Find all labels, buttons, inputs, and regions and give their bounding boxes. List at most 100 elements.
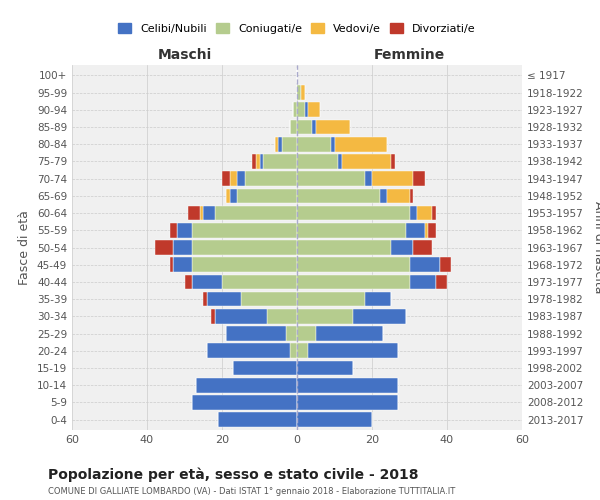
Bar (316, 326, 383, 341)
Bar (312, 120, 316, 134)
Bar (391, 154, 395, 168)
Bar (185, 274, 192, 289)
Bar (297, 120, 312, 134)
Bar (297, 292, 365, 306)
Bar (260, 154, 263, 168)
Bar (267, 309, 297, 324)
Bar (192, 258, 297, 272)
Y-axis label: Anni di nascita: Anni di nascita (592, 201, 600, 294)
Bar (331, 137, 335, 152)
Bar (297, 223, 406, 238)
Bar (226, 326, 286, 341)
Bar (428, 223, 436, 238)
Bar (252, 154, 256, 168)
Bar (297, 412, 372, 427)
Bar (297, 172, 365, 186)
Bar (192, 223, 297, 238)
Bar (237, 172, 245, 186)
Bar (215, 309, 267, 324)
Bar (203, 206, 215, 220)
Bar (170, 223, 177, 238)
Bar (297, 102, 305, 117)
Bar (297, 344, 308, 358)
Bar (241, 292, 297, 306)
Bar (372, 172, 413, 186)
Bar (380, 188, 387, 203)
Bar (297, 240, 391, 255)
Bar (305, 102, 308, 117)
Bar (290, 344, 297, 358)
Bar (192, 395, 297, 410)
Bar (365, 292, 391, 306)
Bar (417, 206, 432, 220)
Legend: Celibi/Nubili, Coniugati/e, Vedovi/e, Divorziati/e: Celibi/Nubili, Coniugati/e, Vedovi/e, Di… (115, 20, 479, 37)
Bar (297, 326, 316, 341)
Bar (297, 188, 380, 203)
Bar (297, 360, 353, 376)
Bar (237, 188, 297, 203)
Bar (432, 206, 436, 220)
Bar (199, 206, 203, 220)
Bar (409, 188, 413, 203)
Bar (173, 258, 192, 272)
Bar (192, 240, 297, 255)
Bar (282, 137, 297, 152)
Bar (308, 102, 320, 117)
Bar (297, 378, 398, 392)
Bar (342, 154, 391, 168)
Bar (192, 274, 222, 289)
Bar (297, 85, 301, 100)
Bar (203, 292, 207, 306)
Bar (256, 154, 260, 168)
Bar (207, 344, 290, 358)
Bar (222, 172, 229, 186)
Bar (297, 309, 353, 324)
Bar (286, 326, 297, 341)
Bar (229, 188, 237, 203)
Bar (263, 154, 297, 168)
Bar (387, 188, 409, 203)
Bar (275, 137, 278, 152)
Text: Popolazione per età, sesso e stato civile - 2018: Popolazione per età, sesso e stato civil… (48, 468, 419, 482)
Bar (170, 258, 173, 272)
Text: COMUNE DI GALLIATE LOMBARDO (VA) - Dati ISTAT 1° gennaio 2018 - Elaborazione TUT: COMUNE DI GALLIATE LOMBARDO (VA) - Dati … (48, 488, 455, 496)
Text: Maschi: Maschi (157, 48, 212, 62)
Bar (293, 102, 297, 117)
Bar (436, 274, 447, 289)
Bar (425, 223, 428, 238)
Bar (439, 258, 451, 272)
Y-axis label: Fasce di età: Fasce di età (19, 210, 31, 285)
Bar (211, 309, 215, 324)
Bar (308, 344, 398, 358)
Bar (215, 206, 297, 220)
Bar (188, 206, 199, 220)
Bar (297, 274, 409, 289)
Bar (413, 172, 425, 186)
Bar (196, 378, 297, 392)
Bar (353, 309, 406, 324)
Bar (391, 240, 413, 255)
Bar (173, 240, 192, 255)
Bar (278, 137, 282, 152)
Bar (290, 120, 297, 134)
Bar (406, 223, 425, 238)
Bar (335, 137, 387, 152)
Bar (409, 206, 417, 220)
Bar (207, 292, 241, 306)
Bar (245, 172, 297, 186)
Bar (297, 258, 409, 272)
Bar (177, 223, 192, 238)
Bar (226, 188, 229, 203)
Bar (297, 154, 338, 168)
Bar (365, 172, 372, 186)
Bar (297, 395, 398, 410)
Bar (222, 274, 297, 289)
Text: Femmine: Femmine (374, 48, 445, 62)
Bar (297, 206, 409, 220)
Bar (229, 172, 237, 186)
Bar (155, 240, 173, 255)
Bar (233, 360, 297, 376)
Bar (297, 137, 331, 152)
Bar (316, 120, 349, 134)
Bar (301, 85, 305, 100)
